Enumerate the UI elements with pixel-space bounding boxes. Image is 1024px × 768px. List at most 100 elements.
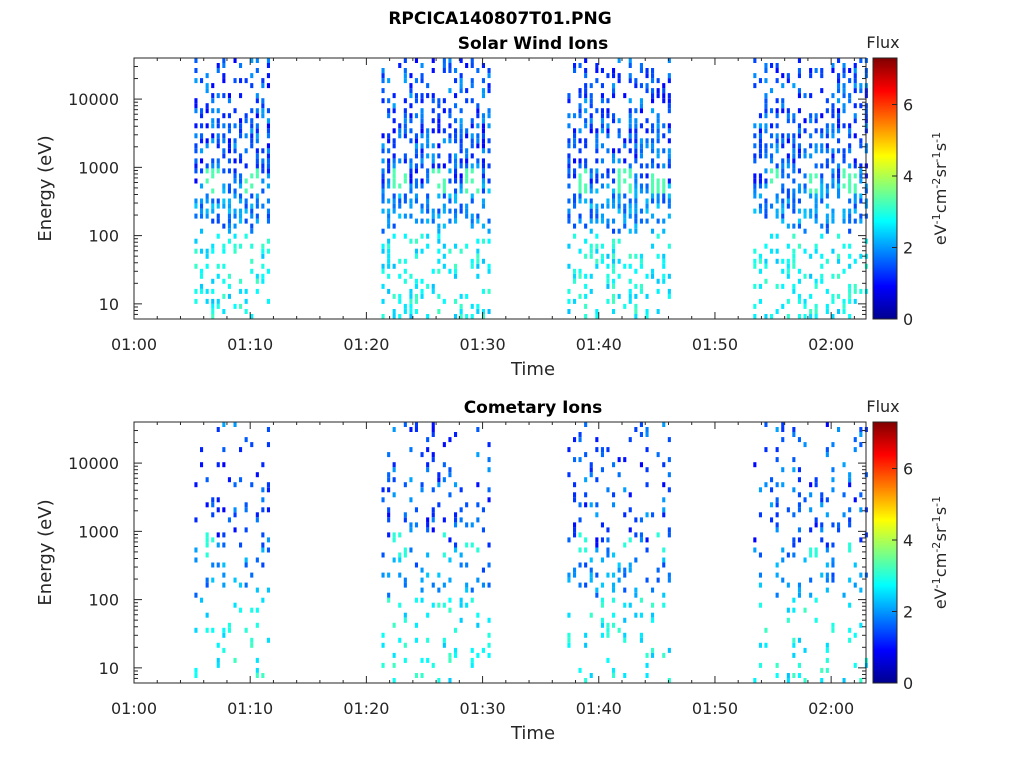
flux-cell <box>825 133 829 139</box>
flux-cell <box>786 153 790 159</box>
flux-cell <box>803 213 807 219</box>
flux-cell <box>612 587 616 593</box>
flux-cell <box>651 652 655 658</box>
flux-cell <box>853 298 857 304</box>
flux-cell <box>487 68 491 73</box>
flux-cell <box>465 158 469 164</box>
flux-cell <box>409 173 413 179</box>
flux-cell <box>656 78 660 84</box>
flux-cell <box>431 58 435 63</box>
flux-cell <box>459 487 463 493</box>
flux-cell <box>487 542 491 548</box>
flux-cell <box>205 542 209 548</box>
flux-cell <box>567 218 571 224</box>
flux-cell <box>414 283 418 289</box>
flux-cell <box>617 183 621 189</box>
flux-cell <box>606 632 610 638</box>
flux-cell <box>465 243 469 249</box>
flux-cell <box>403 268 407 274</box>
flux-cell <box>409 477 413 483</box>
flux-cell <box>222 422 226 427</box>
flux-cell <box>437 238 441 244</box>
flux-cell <box>403 258 407 264</box>
flux-cell <box>792 263 796 269</box>
flux-cell <box>809 113 813 119</box>
flux-cell <box>211 158 215 164</box>
flux-cell <box>216 203 220 209</box>
flux-cell <box>612 118 616 124</box>
flux-cell <box>595 447 599 453</box>
flux-cell <box>825 128 829 134</box>
flux-cell <box>628 298 632 304</box>
flux-cell <box>200 268 204 274</box>
flux-cell <box>392 223 396 229</box>
flux-cell <box>848 542 852 548</box>
flux-cell <box>398 552 402 558</box>
flux-cell <box>781 83 785 89</box>
flux-cell <box>487 457 491 463</box>
flux-cell <box>589 577 593 583</box>
flux-cell <box>589 288 593 294</box>
flux-cell <box>853 562 857 568</box>
colorbar-tick-label: 4 <box>903 531 913 550</box>
flux-cell <box>381 188 385 194</box>
flux-cell <box>764 113 768 119</box>
flux-cell <box>606 283 610 289</box>
flux-cell <box>617 148 621 154</box>
flux-cell <box>792 153 796 159</box>
flux-cell <box>645 467 649 473</box>
flux-cell <box>859 193 863 199</box>
flux-cell <box>662 652 666 658</box>
flux-cell <box>420 128 424 134</box>
flux-cell <box>853 437 857 443</box>
flux-cell <box>758 602 762 608</box>
flux-cell <box>651 73 655 79</box>
flux-cell <box>606 108 610 114</box>
flux-cell <box>487 652 491 658</box>
flux-cell <box>567 143 571 149</box>
flux-cell <box>837 58 841 63</box>
flux-cell <box>255 158 259 164</box>
flux-cell <box>853 632 857 638</box>
flux-cell <box>194 673 198 678</box>
flux-cell <box>651 178 655 184</box>
flux-cell <box>786 108 790 114</box>
flux-cell <box>255 657 259 663</box>
flux-cell <box>639 422 643 427</box>
flux-cell <box>244 113 248 119</box>
flux-cell <box>797 208 801 214</box>
flux-cell <box>792 607 796 613</box>
flux-cell <box>595 243 599 249</box>
flux-cell <box>398 273 402 279</box>
flux-cell <box>842 208 846 214</box>
flux-cell <box>831 178 835 184</box>
flux-cell <box>820 502 824 508</box>
flux-cell <box>381 497 385 503</box>
flux-cell <box>775 133 779 139</box>
flux-cell <box>381 198 385 204</box>
flux-cell <box>645 427 649 432</box>
flux-cell <box>487 562 491 568</box>
flux-cell <box>222 133 226 139</box>
flux-cell <box>797 662 801 668</box>
flux-cell <box>623 208 627 214</box>
flux-cell <box>200 108 204 114</box>
flux-cell <box>381 572 385 578</box>
flux-cell <box>758 133 762 139</box>
flux-cell <box>842 68 846 73</box>
flux-cell <box>820 148 824 154</box>
flux-cell <box>465 63 469 68</box>
flux-cell <box>606 183 610 189</box>
flux-cell <box>567 183 571 189</box>
flux-cell <box>803 497 807 503</box>
flux-cell <box>667 103 671 109</box>
flux-cell <box>222 168 226 174</box>
x-tick-label: 02:00 <box>808 335 854 354</box>
flux-cell <box>623 178 627 184</box>
flux-cell <box>476 188 480 194</box>
flux-cell <box>825 657 829 663</box>
flux-cell <box>465 542 469 548</box>
flux-cell <box>448 537 452 543</box>
flux-cell <box>809 309 813 314</box>
flux-cell <box>420 203 424 209</box>
